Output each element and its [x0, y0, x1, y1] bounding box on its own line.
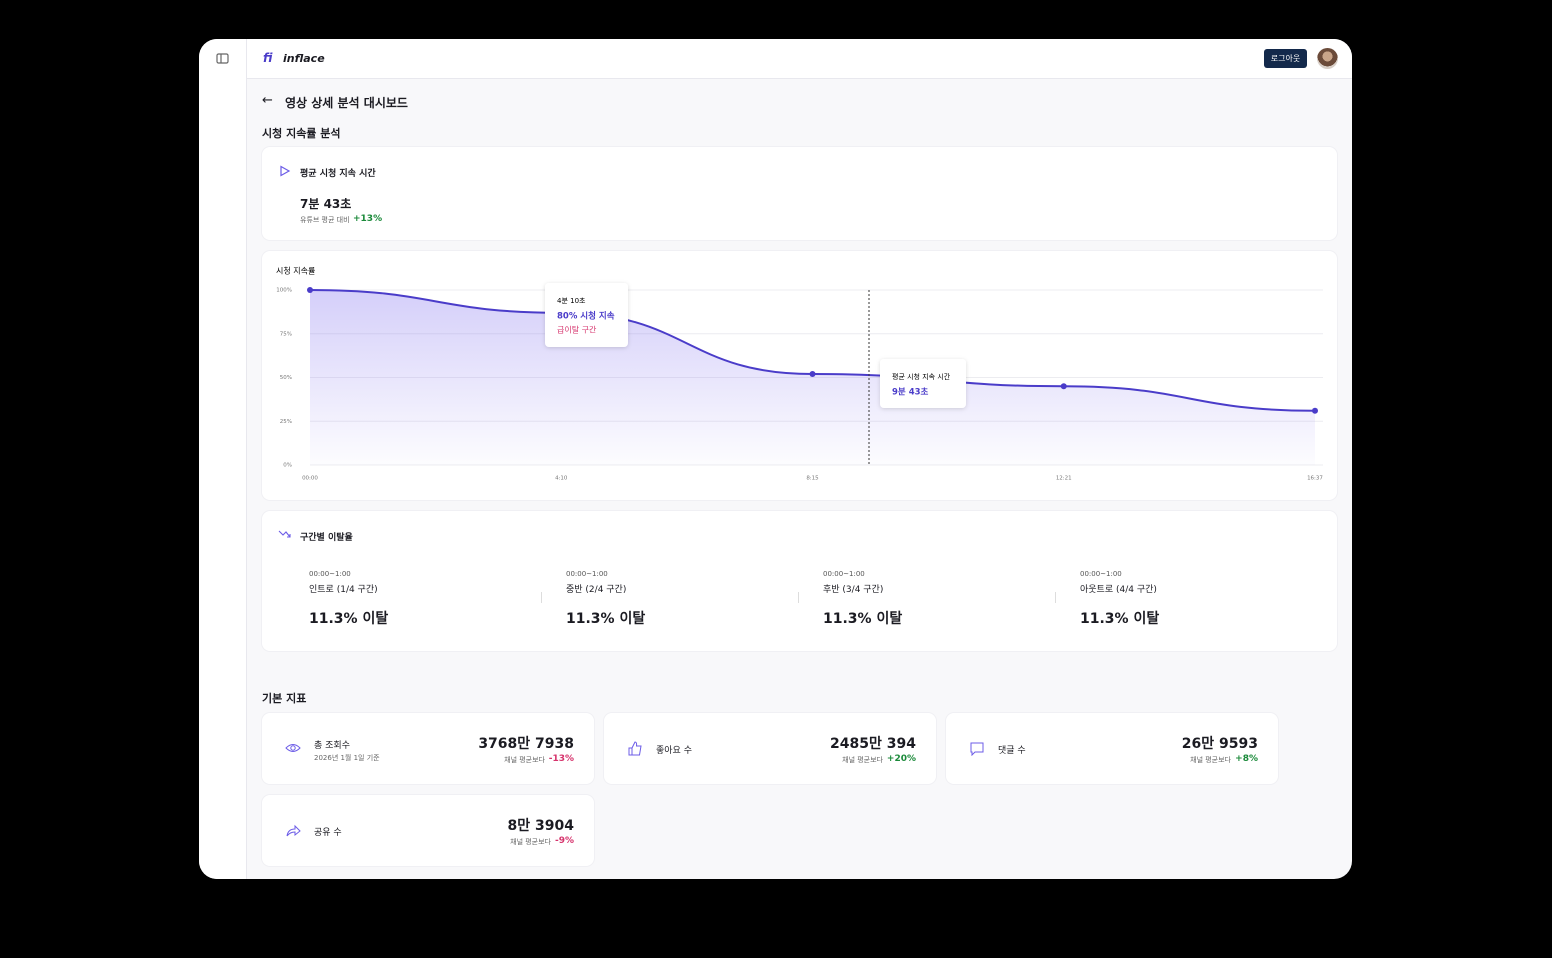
segment-range: 00:00~1:00 — [1080, 570, 1122, 578]
segment-range: 00:00~1:00 — [309, 570, 351, 578]
segment-name: 후반 (3/4 구간) — [823, 585, 884, 595]
tooltip-title: 4분 10초 — [557, 297, 586, 305]
y-tick-label: 25% — [280, 419, 292, 425]
metric-card: 좋아요 수 2485만 394 +20% 채널 평균보다 — [604, 713, 936, 784]
metric-icon — [970, 742, 984, 756]
sidebar — [199, 39, 247, 879]
tooltip — [545, 283, 628, 347]
chart-card: 시청 지속률 0% 25% 50% 75% 100% 00:00 4:10 8:15 12:21… — [262, 251, 1337, 500]
segment-divider — [1055, 592, 1056, 603]
segment-divider — [541, 592, 542, 603]
metric-compare: 채널 평균보다 — [1190, 756, 1231, 764]
metric-value: 26만 9593 — [1181, 736, 1258, 752]
tooltip-text: 9분 43초 — [892, 388, 929, 398]
app-window: ﬁ inflace 로그아웃 ← 영상 상세 분석 대시보드 시청 지속률 분석… — [199, 39, 1352, 879]
metric-label: 공유 수 — [314, 828, 342, 838]
tooltip-title: 평균 시청 지속 시간 — [892, 372, 951, 381]
tooltip-note: 급이탈 구간 — [557, 325, 597, 335]
segment-name: 인트로 (1/4 구간) — [309, 585, 378, 595]
metric-label: 총 조회수 — [314, 741, 350, 751]
y-tick-label: 100% — [276, 288, 292, 294]
play-icon — [280, 165, 291, 177]
x-tick-label: 00:00 — [302, 476, 318, 482]
page-title: 영상 상세 분석 대시보드 — [285, 96, 408, 110]
tooltip — [880, 359, 966, 408]
tooltip-text: 80% 시청 지속 — [557, 311, 615, 322]
dropoff-card: 구간별 이탈율 00:00~1:00 인트로 (1/4 구간) 11.3% 이탈 00… — [262, 511, 1337, 651]
metric-change: +8% — [1235, 754, 1258, 764]
segment-range: 00:00~1:00 — [566, 570, 608, 578]
metric-card: 총 조회수 2026년 1월 1일 기준 3768만 7938 -13% 채널 평균보다 — [262, 713, 594, 784]
segment-rate: 11.3% 이탈 — [1080, 611, 1160, 627]
metric-label: 좋아요 수 — [656, 746, 692, 756]
avg-label: 평균 시청 지속 시간 — [300, 169, 376, 179]
metric-compare: 채널 평균보다 — [842, 756, 883, 764]
metric-change: -13% — [548, 754, 574, 764]
avatar[interactable] — [1317, 48, 1338, 69]
segment-name: 중반 (2/4 구간) — [566, 585, 627, 595]
logo[interactable]: inflace — [283, 52, 325, 65]
metric-compare: 채널 평균보다 — [510, 838, 551, 846]
metric-value: 2485만 394 — [830, 736, 916, 752]
metric-change: -9% — [554, 836, 574, 846]
logo-mark: ﬁ — [263, 51, 273, 65]
data-point — [307, 287, 313, 293]
metric-compare: 채널 평균보다 — [504, 756, 545, 764]
x-tick-label: 16:37 — [1307, 476, 1323, 482]
back-arrow[interactable]: ← — [262, 93, 273, 108]
metric-sub: 2026년 1월 1일 기준 — [314, 754, 380, 762]
segment-rate: 11.3% 이탈 — [309, 611, 389, 627]
top-bar: ﬁ inflace 로그아웃 — [247, 39, 1352, 79]
y-tick-label: 0% — [283, 463, 292, 469]
segment-name: 아웃트로 (4/4 구간) — [1080, 585, 1157, 595]
sidebar-toggle[interactable] — [216, 53, 230, 65]
x-tick-label: 12:21 — [1056, 476, 1072, 482]
segment-divider — [798, 592, 799, 603]
x-tick-label: 8:15 — [806, 476, 819, 482]
avg-card: 평균 시청 지속 시간 7분 43초 유튜브 평균 대비 +13% — [262, 147, 1337, 240]
segment-range: 00:00~1:00 — [823, 570, 865, 578]
metric-value: 3768만 7938 — [478, 736, 574, 752]
metric-label: 댓글 수 — [998, 746, 1026, 756]
section-title: 시청 지속률 분석 — [262, 127, 341, 140]
metric-change: +20% — [886, 754, 916, 764]
chart-title: 시청 지속률 — [276, 267, 315, 276]
dropoff-title: 구간별 이탈율 — [300, 533, 353, 543]
trend-down-icon — [278, 530, 291, 538]
y-tick-label: 75% — [280, 331, 292, 337]
x-tick-label: 4:10 — [555, 476, 568, 482]
metric-value: 8만 3904 — [507, 818, 574, 834]
metric-icon — [628, 741, 642, 756]
y-tick-label: 50% — [280, 375, 292, 381]
data-point — [809, 371, 816, 377]
data-point — [1312, 407, 1318, 414]
metric-card: 댓글 수 26만 9593 +8% 채널 평균보다 — [946, 713, 1278, 784]
logout-button[interactable]: 로그아웃 — [1264, 49, 1307, 68]
avg-value: 7분 43초 — [300, 197, 352, 211]
metric-card: 공유 수 8만 3904 -9% 채널 평균보다 — [262, 795, 594, 866]
avg-compare: 유튜브 평균 대비 — [300, 216, 350, 224]
retention-chart: 시청 지속률 0% 25% 50% 75% 100% 00:00 4:10 8:15 12:21… — [276, 267, 1323, 482]
segment-rate: 11.3% 이탈 — [823, 611, 903, 627]
data-point — [1060, 383, 1067, 390]
avg-change: +13% — [353, 214, 383, 224]
metrics-title: 기본 지표 — [262, 692, 307, 705]
metric-icon — [286, 824, 301, 837]
segment-rate: 11.3% 이탈 — [566, 611, 646, 627]
metric-icon — [285, 744, 301, 752]
